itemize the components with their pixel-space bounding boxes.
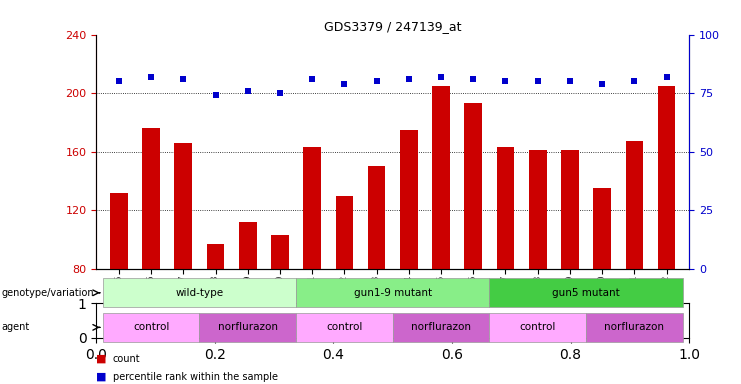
Bar <box>625 141 643 269</box>
Bar <box>561 150 579 269</box>
Bar <box>368 166 385 269</box>
Point <box>306 76 318 82</box>
Bar <box>296 278 489 308</box>
Bar <box>465 103 482 269</box>
Text: ■: ■ <box>96 372 107 382</box>
Point <box>370 78 382 84</box>
Bar <box>103 313 199 342</box>
Text: gun5 mutant: gun5 mutant <box>552 288 620 298</box>
Text: percentile rank within the sample: percentile rank within the sample <box>113 372 278 382</box>
Bar <box>239 222 256 269</box>
Text: norflurazon: norflurazon <box>605 322 665 333</box>
Bar <box>594 188 611 269</box>
Bar <box>489 278 682 308</box>
Point <box>564 78 576 84</box>
Bar <box>142 128 160 269</box>
Text: control: control <box>519 322 556 333</box>
Bar <box>489 313 586 342</box>
Text: wild-type: wild-type <box>176 288 224 298</box>
Point <box>274 90 286 96</box>
Point <box>403 76 415 82</box>
Point <box>145 74 157 80</box>
Point <box>339 81 350 87</box>
Bar <box>207 244 225 269</box>
Text: norflurazon: norflurazon <box>411 322 471 333</box>
Point <box>468 76 479 82</box>
Bar <box>432 86 450 269</box>
Text: norflurazon: norflurazon <box>218 322 278 333</box>
Bar <box>496 147 514 269</box>
Text: count: count <box>113 354 140 364</box>
Point <box>242 88 253 94</box>
Bar <box>103 278 296 308</box>
Point <box>177 76 189 82</box>
Bar <box>586 313 682 342</box>
Text: gun1-9 mutant: gun1-9 mutant <box>353 288 432 298</box>
Bar <box>199 313 296 342</box>
Bar <box>303 147 321 269</box>
Point <box>661 74 673 80</box>
Text: genotype/variation: genotype/variation <box>1 288 94 298</box>
Text: control: control <box>133 322 169 333</box>
Text: agent: agent <box>1 322 30 332</box>
Bar <box>658 86 676 269</box>
Point <box>532 78 544 84</box>
Point <box>113 78 124 84</box>
Bar <box>296 313 393 342</box>
Bar <box>529 150 547 269</box>
Bar <box>271 235 289 269</box>
Title: GDS3379 / 247139_at: GDS3379 / 247139_at <box>324 20 462 33</box>
Bar <box>174 143 192 269</box>
Bar <box>336 195 353 269</box>
Point <box>499 78 511 84</box>
Point <box>435 74 447 80</box>
Text: control: control <box>326 322 362 333</box>
Bar <box>400 130 418 269</box>
Point <box>597 81 608 87</box>
Bar <box>393 313 489 342</box>
Text: ■: ■ <box>96 354 107 364</box>
Bar <box>110 193 127 269</box>
Point <box>210 93 222 99</box>
Point <box>628 78 640 84</box>
